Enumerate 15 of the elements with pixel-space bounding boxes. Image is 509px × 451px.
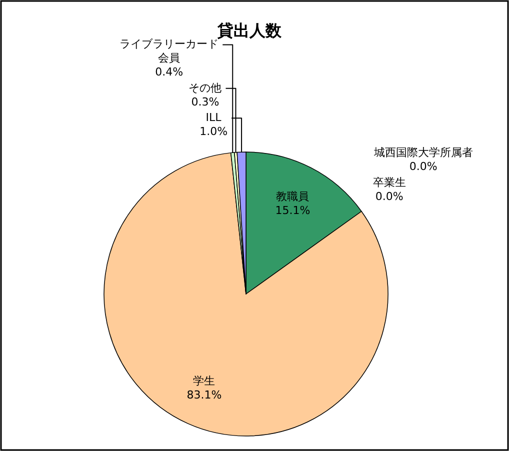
data-label: 83.1% bbox=[186, 388, 222, 402]
slice-label: ライブラリーカード会員 bbox=[120, 38, 219, 65]
slice-label: 学生 bbox=[193, 374, 216, 388]
slice-label: 教職員 bbox=[276, 190, 310, 204]
slice-label: その他 bbox=[188, 81, 222, 94]
slice-label: ILL bbox=[206, 111, 222, 124]
data-label: 1.0% bbox=[200, 125, 228, 138]
category-label: 卒業生 bbox=[372, 176, 406, 190]
text: 0.0% bbox=[375, 190, 404, 204]
text: 0.0% bbox=[409, 160, 438, 174]
data-label: 0.4% bbox=[155, 66, 184, 79]
chart-title: 貸出人数 bbox=[216, 21, 282, 40]
data-label: 15.1% bbox=[275, 204, 310, 218]
data-label: 0.3% bbox=[191, 95, 220, 108]
category-label: 城西国際大学所属者 bbox=[374, 146, 473, 160]
